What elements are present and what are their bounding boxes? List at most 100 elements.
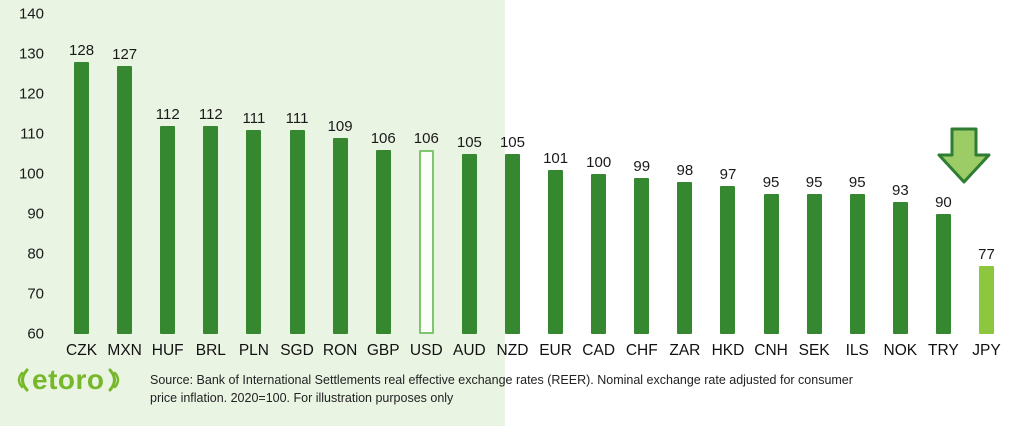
- bar-column-chf: 99 CHF: [620, 14, 663, 359]
- bar-column-cnh: 95 CNH: [750, 14, 793, 359]
- x-category-label: CZK: [66, 342, 98, 359]
- bar-eur: [548, 170, 564, 334]
- bar-column-ils: 95 ILS: [836, 14, 879, 359]
- bar-huf: [160, 126, 176, 334]
- source-note-line1: Source: Bank of International Settlement…: [150, 373, 853, 387]
- x-category-label: HUF: [151, 342, 184, 359]
- bar-column-nok: 93 NOK: [879, 14, 922, 359]
- bar-mxn: [117, 66, 133, 334]
- bar-value-label: 111: [242, 110, 266, 127]
- x-category-label: USD: [409, 342, 443, 359]
- bar-ils: [849, 194, 865, 334]
- bar-column-pln: 111 PLN: [232, 14, 275, 359]
- x-category-label: TRY: [928, 342, 959, 359]
- bar-value-label: 101: [543, 150, 569, 167]
- x-category-label: ZAR: [669, 342, 701, 359]
- bar-value-label: 77: [978, 246, 995, 263]
- bar-column-nzd: 105 NZD: [491, 14, 534, 359]
- bar-cnh: [763, 194, 779, 334]
- x-category-label: CAD: [582, 342, 616, 359]
- bar-column-aud: 105 AUD: [448, 14, 491, 359]
- x-category-label: EUR: [539, 342, 572, 359]
- x-category-label: CNH: [754, 342, 788, 359]
- logo-right-wing-icon: [108, 368, 119, 392]
- y-tick-label: 100: [18, 165, 44, 183]
- source-note: Source: Bank of International Settlement…: [150, 372, 853, 407]
- x-category-label: RON: [322, 342, 358, 359]
- y-tick-label: 120: [18, 85, 44, 103]
- bar-nzd: [504, 154, 520, 334]
- bar-value-label: 112: [198, 106, 223, 123]
- bar-value-label: 95: [848, 174, 866, 191]
- bar-column-usd: 106 USD: [405, 14, 448, 359]
- bar-value-label: 112: [155, 106, 180, 123]
- x-category-label: GBP: [366, 342, 400, 359]
- bar-value-label: 90: [935, 194, 952, 211]
- bar-value-label: 98: [676, 162, 694, 179]
- bar-czk: [74, 62, 90, 334]
- bar-value-label: 95: [762, 174, 780, 191]
- bar-value-label: 97: [719, 166, 737, 183]
- bar-cad: [591, 174, 607, 334]
- down-arrow-icon: [937, 127, 991, 184]
- y-axis: 60 70 80 90 100 110 120 130 140: [0, 6, 52, 343]
- bar-column-try: 90 TRY: [922, 14, 965, 359]
- y-tick-label: 70: [27, 285, 44, 303]
- bar-column-sek: 95 SEK: [793, 14, 836, 359]
- x-category-label: BRL: [195, 342, 226, 359]
- bar-usd: [418, 150, 434, 334]
- bar-hkd: [720, 186, 736, 334]
- x-category-label: MXN: [107, 342, 142, 359]
- y-tick-label: 130: [18, 45, 44, 63]
- bar-column-sgd: 111 SGD: [275, 14, 318, 359]
- bar-column-hkd: 97 HKD: [706, 14, 749, 359]
- bar-column-jpy: 77 JPY: [965, 14, 1008, 359]
- bar-column-mxn: 127 MXN: [103, 14, 146, 359]
- bar-column-eur: 101 EUR: [534, 14, 577, 359]
- bar-sek: [806, 194, 822, 334]
- x-category-label: PLN: [238, 342, 269, 359]
- bar-jpy: [979, 266, 995, 334]
- bar-value-label: 111: [285, 110, 309, 127]
- bar-chf: [634, 178, 650, 334]
- bar-zar: [677, 182, 693, 334]
- bar-column-huf: 112 HUF: [146, 14, 189, 359]
- x-category-label: CHF: [625, 342, 658, 359]
- bar-value-label: 105: [499, 134, 525, 151]
- y-tick-label: 80: [27, 245, 44, 263]
- plot-area: 128 CZK 127 MXN 112 HUF 112 BRL 111 PLN 111 SGD 109 R…: [60, 14, 1008, 359]
- bar-value-label: 127: [112, 46, 138, 63]
- bar-column-brl: 112 BRL: [189, 14, 232, 359]
- x-category-label: AUD: [453, 342, 486, 359]
- bar-sgd: [289, 130, 305, 334]
- bar-value-label: 106: [370, 130, 396, 147]
- bar-value-label: 105: [456, 134, 482, 151]
- y-tick-label: 60: [27, 325, 44, 343]
- y-tick-label: 90: [27, 205, 44, 223]
- bar-value-label: 93: [891, 182, 909, 199]
- x-category-label: ILS: [845, 342, 869, 359]
- bar-column-gbp: 106 GBP: [362, 14, 405, 359]
- bar-aud: [461, 154, 477, 334]
- x-category-label: SGD: [280, 342, 314, 359]
- y-tick-label: 110: [20, 125, 44, 143]
- logo-text: etoro: [32, 364, 105, 395]
- x-category-label: NOK: [883, 342, 918, 359]
- bar-column-czk: 128 CZK: [60, 14, 103, 359]
- x-category-label: SEK: [798, 342, 830, 359]
- bar-value-label: 100: [586, 154, 612, 171]
- bar-column-ron: 109 RON: [319, 14, 362, 359]
- bar-brl: [203, 126, 219, 334]
- bar-pln: [246, 130, 262, 334]
- bar-value-label: 99: [633, 158, 651, 175]
- bar-column-cad: 100 CAD: [577, 14, 620, 359]
- x-category-label: NZD: [496, 342, 529, 359]
- bar-value-label: 109: [327, 118, 353, 135]
- bar-nok: [892, 202, 908, 334]
- source-note-line2: price inflation. 2020=100. For illustrat…: [150, 390, 454, 405]
- bar-column-zar: 98 ZAR: [663, 14, 706, 359]
- bar-try: [935, 214, 951, 334]
- bar-value-label: 95: [805, 174, 823, 191]
- x-category-label: JPY: [972, 342, 1001, 359]
